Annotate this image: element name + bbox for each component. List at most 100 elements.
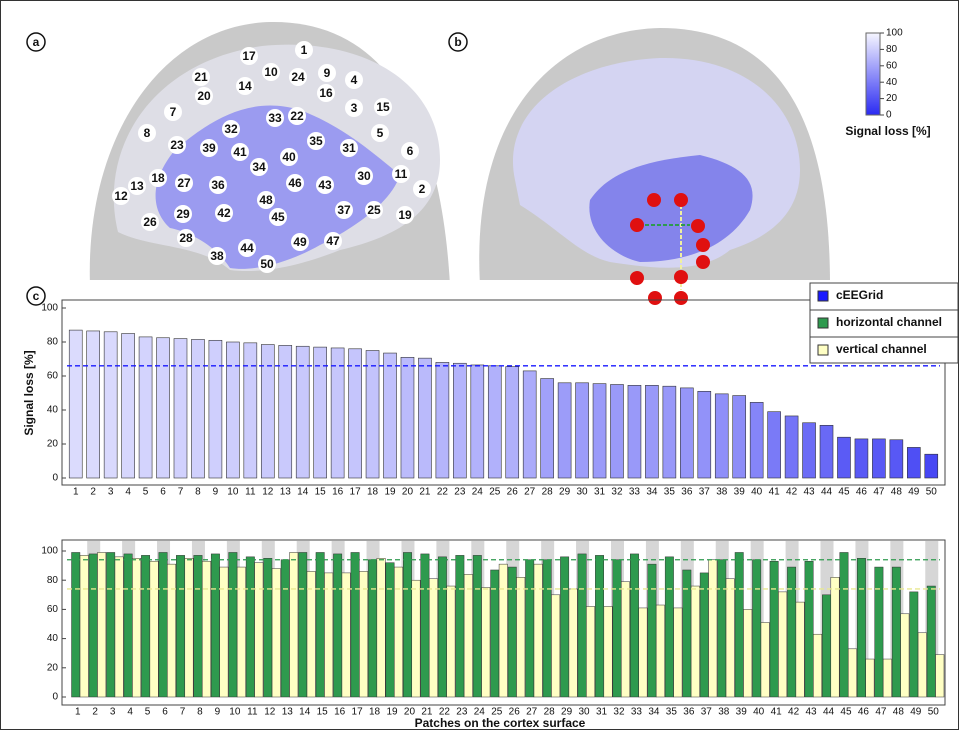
patch-label: 47 [326,234,340,248]
x-tick-label: 23 [454,487,466,498]
x-tick-label: 8 [195,487,201,498]
x-tick-label: 3 [108,487,114,498]
electrode [691,219,705,233]
bar [674,608,682,697]
bar [124,554,132,697]
x-tick-label: 49 [910,707,922,718]
bar [97,552,105,697]
bar [883,659,891,697]
y-tick-label: 100 [41,303,58,314]
bar [72,552,80,697]
bar [778,592,786,697]
figure: Signal loss [%] Signal loss [%] Patches … [0,0,959,730]
bar [139,337,152,478]
colorbar-tick-label: 100 [886,28,903,39]
bar [482,588,490,698]
bar [150,561,158,697]
bar [558,383,571,478]
bar [872,439,885,478]
patch-label: 35 [309,134,323,148]
bar [429,579,437,697]
bar [560,557,568,697]
x-tick-label: 37 [699,487,711,498]
electrode [674,291,688,305]
patch-label: 45 [271,210,285,224]
legend-label: cEEGrid [836,288,883,302]
bar [244,343,257,478]
x-tick-label: 43 [805,707,817,718]
bar [890,440,903,478]
patch-label: 2 [419,182,426,196]
patch-label: 16 [319,86,333,100]
patch-label: 6 [407,144,414,158]
x-tick-label: 33 [631,707,643,718]
bar [290,552,298,697]
bar [735,552,743,697]
patch-label: 40 [282,150,296,164]
x-tick-label: 37 [701,707,713,718]
patch-label: 11 [395,167,408,181]
x-tick-label: 40 [753,707,765,718]
bar [89,554,97,697]
bar [586,606,594,697]
x-tick-label: 17 [352,707,364,718]
x-tick-label: 24 [474,707,486,718]
bar [680,388,693,478]
bar [229,552,237,697]
x-tick-label: 2 [92,707,98,718]
x-tick-label: 46 [858,707,870,718]
x-tick-label: 42 [788,707,800,718]
patch-label: 20 [197,89,211,103]
patch-label: 8 [144,126,151,140]
bar [351,552,359,697]
x-tick-label: 4 [125,487,131,498]
bar [132,558,140,697]
x-tick-label: 27 [526,707,538,718]
x-tick-label: 20 [402,487,414,498]
x-tick-label: 4 [127,707,133,718]
x-tick-label: 7 [178,487,184,498]
patch-label: 1 [301,43,308,57]
bar [281,560,289,697]
bar [578,554,586,697]
y-tick-label: 0 [52,692,58,703]
x-tick-label: 44 [821,487,833,498]
bar [927,586,935,697]
y-tick-label: 0 [52,473,58,484]
x-tick-label: 23 [456,707,468,718]
x-tick-label: 12 [264,707,276,718]
bar [857,558,865,697]
bar [648,564,656,697]
bar [525,560,533,697]
x-tick-label: 10 [227,487,239,498]
patch-label: 13 [130,179,144,193]
x-tick-label: 38 [718,707,730,718]
bar [918,633,926,697]
bar [421,554,429,697]
x-tick-label: 15 [317,707,329,718]
bar [202,561,210,697]
bar [471,365,484,478]
bar [665,557,673,697]
bar [628,385,641,478]
x-tick-label: 15 [315,487,327,498]
bar [174,339,187,478]
bar [384,353,397,478]
x-tick-label: 35 [666,707,678,718]
colorbar-tick-label: 80 [886,44,898,55]
x-tick-label: 6 [160,487,166,498]
bar [785,416,798,478]
bar [593,384,606,478]
bar [534,564,542,697]
patch-label: 17 [242,49,256,63]
bar [316,552,324,697]
x-tick-label: 34 [648,707,660,718]
patch-label: 15 [376,100,390,114]
bar [750,402,763,478]
bar [645,385,658,478]
bar [211,554,219,697]
bar [822,595,830,697]
bar [709,560,717,697]
bar [438,557,446,697]
bar [910,592,918,697]
